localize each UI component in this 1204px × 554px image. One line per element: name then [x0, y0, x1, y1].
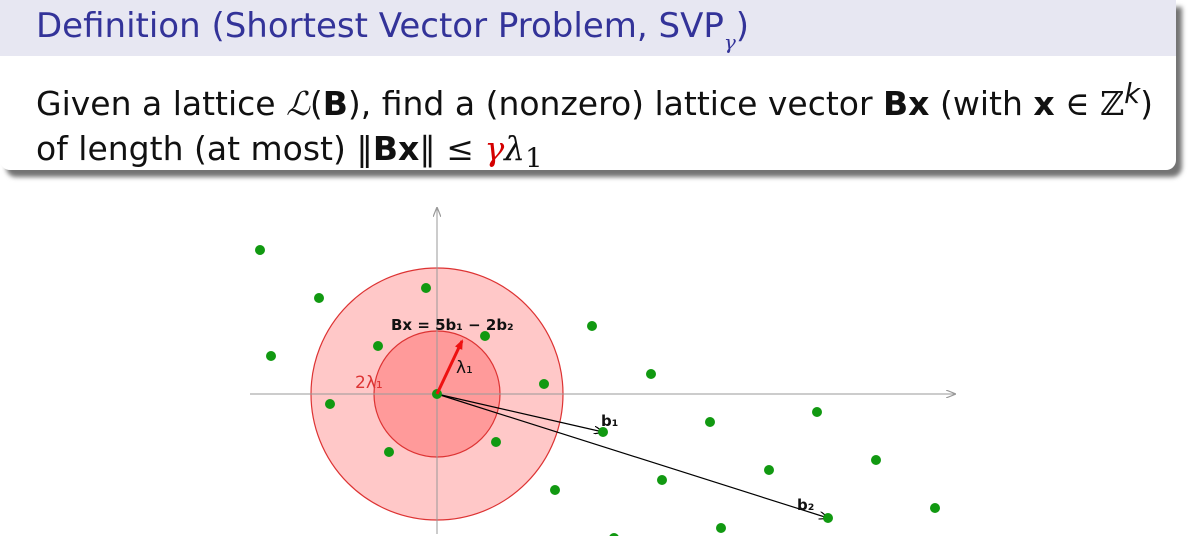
b2-label: b₂ — [797, 496, 814, 514]
lattice-point — [480, 331, 490, 341]
body-lambda-subscript: 1 — [525, 142, 543, 175]
lattice-figure: Bx = 5b₁ − 2b₂ λ₁ 2λ₁ b₁ b₂ — [250, 196, 960, 536]
lattice-point — [314, 293, 324, 303]
lattice-point — [609, 533, 619, 536]
lattice-point — [421, 283, 431, 293]
lattice-point — [550, 485, 560, 495]
two-lambda1-label: 2λ₁ — [355, 373, 383, 393]
bx-label: Bx = 5b₁ − 2b₂ — [391, 316, 514, 334]
body-t11: ) of length (at most) ‖ — [36, 84, 1153, 168]
lattice-point — [587, 321, 597, 331]
basis-vector-b1 — [436, 393, 603, 432]
body-basis-b: B — [322, 84, 348, 123]
definition-title: Definition (Shortest Vector Problem, SVP… — [36, 6, 750, 54]
body-bx: Bx — [883, 84, 930, 123]
lattice-point — [266, 351, 276, 361]
definition-title-bar: Definition (Shortest Vector Problem, SVP… — [0, 0, 1176, 56]
lattice-point — [812, 407, 822, 417]
lattice-point — [255, 245, 265, 255]
body-k-superscript: k — [1124, 78, 1141, 110]
lambda1-label: λ₁ — [456, 358, 473, 378]
body-t3: ( — [309, 84, 323, 123]
body-t5: ), find a (nonzero) lattice vector — [347, 84, 884, 123]
body-in-z: ∈ ℤ — [1054, 84, 1125, 123]
body-bx-norm: Bx — [372, 129, 420, 168]
body-t1: Given a lattice — [36, 84, 287, 123]
lattice-point — [325, 399, 335, 409]
definition-title-subscript: γ — [723, 29, 736, 54]
body-t7: (with — [929, 84, 1034, 123]
basis-vector-b2 — [436, 393, 828, 518]
lattice-point — [384, 447, 394, 457]
lattice-point — [930, 503, 940, 513]
lattice-point — [646, 369, 656, 379]
lattice-point — [491, 437, 501, 447]
definition-block: Definition (Shortest Vector Problem, SVP… — [0, 0, 1176, 175]
lattice-point — [598, 427, 608, 437]
b1-label: b₁ — [601, 412, 618, 430]
lattice-point — [823, 513, 833, 523]
body-lambda: λ — [504, 129, 526, 168]
lattice-point — [871, 455, 881, 465]
shortest-vector — [435, 339, 464, 395]
lattice-point — [539, 379, 549, 389]
definition-title-main: Definition (Shortest Vector Problem, SVP — [36, 6, 724, 46]
body-x: x — [1033, 84, 1055, 123]
body-lattice-symbol: ℒ — [286, 84, 310, 123]
lattice-point — [657, 475, 667, 485]
body-gamma: γ — [484, 129, 505, 168]
lattice-point — [373, 341, 383, 351]
definition-title-close: ) — [735, 6, 750, 46]
lattice-point — [716, 523, 726, 533]
body-t13: ‖ ≤ — [419, 129, 485, 168]
lattice-point — [764, 465, 774, 475]
definition-body: Given a lattice ℒ(B), find a (nonzero) l… — [36, 72, 1166, 182]
lattice-point — [705, 417, 715, 427]
